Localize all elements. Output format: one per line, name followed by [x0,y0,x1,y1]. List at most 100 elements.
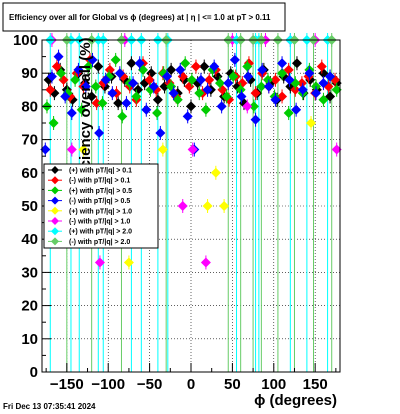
data-point-marker [93,61,104,72]
data-point-marker [90,81,101,92]
data-point-marker [46,71,57,82]
data-point-marker [277,58,288,69]
x-tick-label: 150 [303,376,328,393]
data-point-marker [168,88,179,99]
data-point-marker [229,54,240,65]
data-point-marker [194,88,205,99]
data-point-marker [94,257,105,268]
chart-title: Efficiency over all for Global vs ϕ (deg… [9,13,271,22]
data-point-marker [210,167,221,178]
y-tick-label: 60 [21,165,38,182]
data-point-marker [126,58,137,69]
legend-marker [51,217,59,225]
data-point-marker [195,74,206,85]
x-axis-title: ϕ (degrees) [254,392,337,409]
legend-marker [51,206,59,215]
x-tick-label: −100 [91,376,125,393]
data-point-marker [284,74,295,85]
data-point-marker [306,118,317,128]
data-point-marker [263,81,274,92]
data-point-marker [180,58,191,69]
y-tick-label: 100 [13,32,38,49]
y-axis-title: Efficiency over all (%) [77,37,94,192]
data-point-marker [202,84,213,95]
data-point-marker [123,257,134,268]
data-point-marker [283,108,294,119]
data-point-marker [107,88,118,99]
data-point-marker [121,98,132,109]
data-point-marker [243,71,254,82]
legend: (+) with pT/|q| > 0.1 (-) with pT/|q| > 0… [43,163,159,249]
legend-label: (-) with pT/|q| > 0.5 [69,198,130,205]
data-point-marker [86,91,97,102]
data-point-marker [304,68,315,79]
data-point-marker [110,54,121,65]
legend-label: (-) with pT/|q| > 1.0 [69,219,130,226]
x-tick-label: −150 [50,376,84,393]
data-points-layer [40,33,342,270]
legend-marker [51,237,59,246]
title-frame [2,2,286,32]
y-tick-label: 0 [30,364,38,381]
data-point-marker [228,71,239,82]
data-point-marker [277,68,288,79]
data-point-marker [187,144,198,155]
legend-label: (-) with pT/|q| > 2.0 [69,239,130,246]
data-point-marker [316,61,327,72]
data-point-marker [144,74,155,85]
data-point-marker [186,74,197,85]
data-point-marker [242,101,253,112]
data-point-marker [66,144,77,155]
data-point-marker [250,88,261,99]
legend-label: (-) with pT/|q| > 0.1 [69,178,130,185]
data-point-marker [199,61,210,72]
data-point-marker [318,94,329,105]
data-point-marker [291,104,302,115]
data-point-marker [297,84,308,95]
data-point-marker [177,201,188,211]
data-point-marker [204,74,215,85]
y-tick-label: 90 [21,65,38,82]
legend-frame [43,163,159,249]
data-point-marker [148,81,159,92]
data-point-marker [70,74,81,85]
data-point-marker [56,68,67,79]
data-point-marker [73,64,84,75]
footer-timestamp: Fri Dec 13 07:35:41 2024 [3,402,96,411]
data-point-marker [66,108,77,119]
data-point-marker [221,91,232,102]
data-point-marker [83,61,94,72]
x-tick-label: 0 [187,376,195,393]
data-point-marker [291,58,302,69]
data-point-marker [200,257,211,268]
data-point-marker [257,64,268,75]
data-point-marker [166,64,177,75]
data-point-marker [236,91,247,102]
data-point-marker [97,98,108,109]
legend-marker [51,186,59,195]
data-point-marker [53,51,64,62]
data-point-marker [152,94,163,105]
data-point-marker [310,88,321,99]
data-point-marker [155,127,166,138]
data-point-marker [202,201,213,211]
data-point-marker [216,101,227,112]
data-point-marker [200,104,211,115]
legend-label: (+) with pT/|q| > 0.5 [69,188,132,195]
legend-marker [51,196,59,205]
data-point-marker [270,94,281,105]
data-point-marker [270,74,281,85]
y-tick-label: 30 [21,264,38,281]
y-tick-label: 10 [21,331,38,348]
data-point-marker [214,78,225,89]
data-point-marker [157,144,168,155]
data-point-marker [190,61,201,72]
legend-label: (+) with pT/|q| > 1.0 [69,208,132,215]
data-point-marker [262,74,273,85]
data-point-marker [78,144,89,155]
data-point-marker [219,201,230,211]
data-point-marker [60,91,71,102]
data-point-marker [45,84,56,95]
x-tick-label: 100 [261,376,286,393]
data-point-marker [128,78,139,89]
